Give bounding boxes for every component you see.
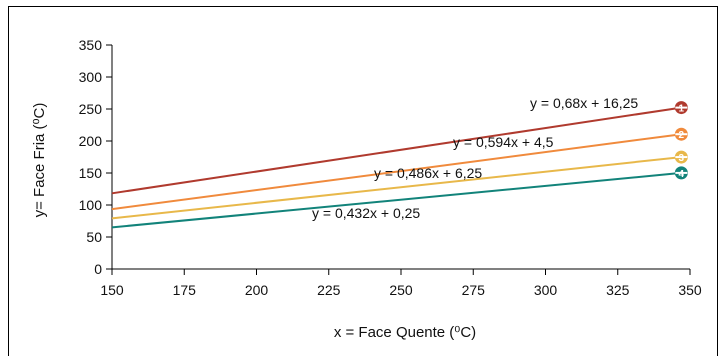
series-layer: 1 2 3 4 [111, 101, 688, 229]
y-tick-label: 250 [79, 101, 103, 117]
y-tick-label: 300 [79, 69, 103, 85]
marker-label: 1 [679, 104, 685, 115]
series-line-4 [111, 171, 682, 229]
y-tick-label: 0 [94, 261, 102, 277]
equation-label-4: y = 0,432x + 0,25 [312, 205, 420, 221]
axes: 0 50 100 150 200 250 300 350 150 175 200 225 250 275 3… [79, 37, 702, 298]
x-tick-label: 275 [462, 282, 486, 298]
y-tick-label: 150 [79, 165, 103, 181]
marker-label: 3 [679, 153, 685, 164]
x-tick-label: 250 [389, 282, 413, 298]
equation-labels: y = 0,68x + 16,25 y = 0,594x + 4,5 y = 0,4… [312, 95, 638, 221]
y-tick-label: 350 [79, 37, 103, 53]
x-tick-label: 350 [678, 282, 702, 298]
equation-label-2: y = 0,594x + 4,5 [453, 134, 554, 150]
marker-label: 2 [679, 130, 685, 141]
y-tick-label: 50 [86, 229, 102, 245]
x-tick-label: 300 [534, 282, 558, 298]
x-tick-label: 225 [317, 282, 341, 298]
marker-label: 4 [679, 169, 685, 180]
series-line-2 [111, 133, 682, 211]
equation-label-3: y = 0,486x + 6,25 [374, 165, 482, 181]
series-line-3 [111, 156, 682, 220]
x-axis-label: x = Face Quente (⁰C) [334, 324, 476, 341]
x-tick-label: 175 [173, 282, 197, 298]
x-tick-label: 200 [245, 282, 269, 298]
x-tick-label: 325 [606, 282, 630, 298]
y-tick-label: 200 [79, 133, 103, 149]
equation-label-1: y = 0,68x + 16,25 [530, 95, 638, 111]
series-line-1 [111, 106, 682, 195]
y-tick-label: 100 [79, 197, 103, 213]
y-axis-label: y= Face Fria (⁰C) [31, 103, 48, 218]
x-tick-label: 150 [100, 282, 124, 298]
